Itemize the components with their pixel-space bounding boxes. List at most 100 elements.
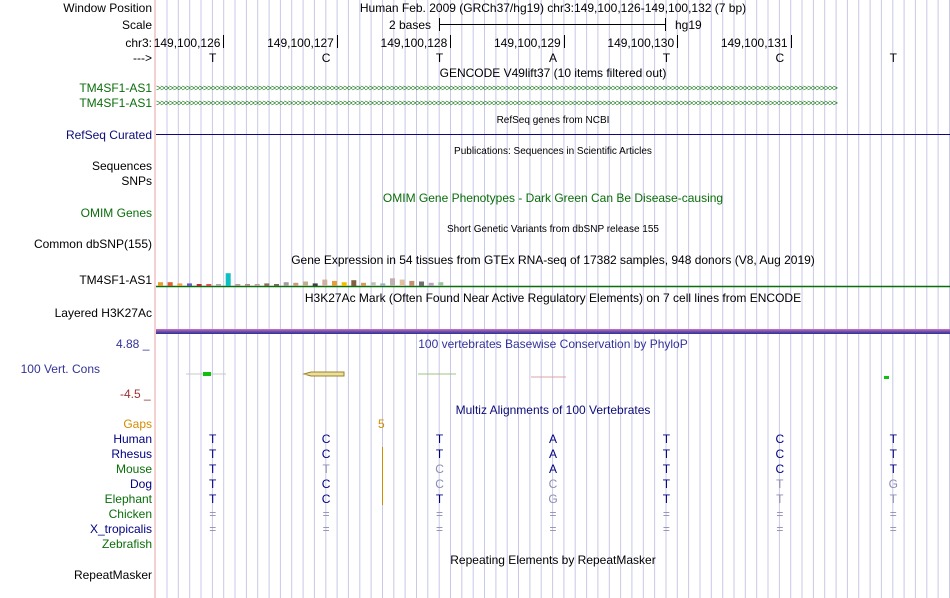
alignment-base: T bbox=[662, 447, 671, 461]
alignment-base: = bbox=[549, 522, 557, 536]
gtex-expression-bars[interactable] bbox=[156, 268, 950, 288]
species-label[interactable]: Mouse bbox=[115, 462, 152, 476]
ruler-tick-label: 149,100,126 bbox=[153, 36, 221, 50]
species-label[interactable]: Elephant bbox=[104, 492, 152, 506]
gaps-label[interactable]: Gaps bbox=[123, 417, 152, 431]
dbsnp-title[interactable]: Short Genetic Variants from dbSNP releas… bbox=[447, 224, 659, 235]
refseq-label[interactable]: RefSeq Curated bbox=[65, 128, 152, 142]
species-label[interactable]: Zebrafish bbox=[101, 537, 152, 551]
gtex-tissue-bar bbox=[390, 278, 395, 286]
alignment-base: = bbox=[889, 522, 897, 536]
publications-title[interactable]: Publications: Sequences in Scientific Ar… bbox=[454, 146, 652, 157]
gtex-tissue-bar bbox=[341, 282, 347, 286]
gtex-tissue-bar bbox=[274, 284, 279, 286]
species-label[interactable]: Chicken bbox=[108, 507, 152, 521]
h3k27ac-signal-band[interactable] bbox=[156, 329, 950, 334]
alignment-base: C bbox=[775, 462, 785, 476]
gtex-tissue-bar bbox=[351, 280, 357, 286]
gtex-tissue-bar bbox=[216, 284, 221, 286]
gencode-item-track-2[interactable]: >>>>>>>>>>>>>>>>>>>>>>>>>>>>>>>>>>>>>>>>… bbox=[156, 99, 838, 108]
alignment-base: A bbox=[548, 432, 557, 446]
gtex-tissue-bar bbox=[380, 283, 386, 286]
gtex-tissue-bar bbox=[245, 284, 250, 286]
dbsnp-label[interactable]: Common dbSNP(155) bbox=[33, 237, 152, 251]
alignment-base: C bbox=[775, 432, 785, 446]
gtex-title[interactable]: Gene Expression in 54 tissues from GTEx … bbox=[291, 253, 815, 267]
ruler-label[interactable]: chr3: bbox=[125, 36, 152, 50]
window-position-text[interactable]: Human Feb. 2009 (GRCh37/hg19) chr3:149,1… bbox=[359, 1, 747, 15]
publications-snps-label[interactable]: SNPs bbox=[121, 174, 152, 188]
alignment-base: = bbox=[889, 507, 897, 521]
strand-base: T bbox=[209, 51, 217, 65]
gtex-tissue-bar bbox=[312, 283, 318, 286]
alignment-base: C bbox=[548, 477, 558, 491]
scale-bases: 2 bases bbox=[389, 18, 432, 32]
strand-base: T bbox=[662, 51, 671, 65]
publications-sequences-label[interactable]: Sequences bbox=[91, 159, 152, 173]
gtex-tissue-bar bbox=[283, 282, 289, 286]
alignment-base: = bbox=[776, 507, 784, 521]
refseq-title[interactable]: RefSeq genes from NCBI bbox=[496, 115, 610, 126]
alignment-base: T bbox=[209, 432, 217, 446]
alignment-base: C bbox=[775, 447, 785, 461]
alignment-base: T bbox=[662, 462, 671, 476]
species-label[interactable]: Rhesus bbox=[111, 447, 152, 461]
alignment-base: = bbox=[549, 507, 557, 521]
alignment-base: = bbox=[436, 522, 444, 536]
alignment-base: T bbox=[435, 447, 444, 461]
repeatmasker-title[interactable]: Repeating Elements by RepeatMasker bbox=[450, 553, 656, 567]
conservation-label[interactable]: 100 Vert. Cons bbox=[20, 362, 100, 376]
ruler-tick-label: 149,100,129 bbox=[493, 36, 561, 50]
ruler-tick-mark bbox=[223, 35, 225, 48]
gtex-tissue-bar bbox=[235, 284, 241, 286]
species-label[interactable]: X_tropicalis bbox=[89, 522, 152, 536]
alignment-base: T bbox=[889, 462, 897, 476]
gtex-tissue-bar bbox=[264, 283, 270, 286]
alignment-base: G bbox=[888, 477, 898, 491]
refseq-gene-line[interactable] bbox=[156, 134, 950, 135]
strand-base: C bbox=[321, 51, 331, 65]
gencode-title[interactable]: GENCODE V49lift37 (10 items filtered out… bbox=[439, 66, 667, 80]
species-label[interactable]: Human bbox=[113, 432, 152, 446]
gap-marker bbox=[382, 447, 383, 505]
multiz-title[interactable]: Multiz Alignments of 100 Vertebrates bbox=[455, 403, 651, 417]
gencode-item-label-1[interactable]: TM4SF1-AS1 bbox=[79, 81, 152, 95]
conservation-min-label: -4.5 _ bbox=[120, 387, 151, 401]
gtex-tissue-bar bbox=[399, 279, 405, 286]
omim-title[interactable]: OMIM Gene Phenotypes - Dark Green Can Be… bbox=[382, 191, 724, 205]
alignment-base: = bbox=[322, 522, 330, 536]
ruler-tick-mark bbox=[450, 35, 452, 48]
alignment-base: T bbox=[889, 432, 897, 446]
ruler-tick-label: 149,100,128 bbox=[380, 36, 448, 50]
repeatmasker-label[interactable]: RepeatMasker bbox=[73, 568, 152, 582]
species-label[interactable]: Dog bbox=[129, 477, 152, 491]
ruler-tick-mark bbox=[677, 35, 679, 48]
omim-label[interactable]: OMIM Genes bbox=[80, 206, 152, 220]
alignment-base: T bbox=[889, 492, 897, 506]
phylop-signal[interactable] bbox=[156, 368, 950, 382]
gencode-item-label-2[interactable]: TM4SF1-AS1 bbox=[79, 96, 152, 110]
conservation-title[interactable]: 100 vertebrates Basewise Conservation by… bbox=[418, 337, 688, 351]
h3k27ac-label[interactable]: Layered H3K27Ac bbox=[54, 306, 152, 320]
gap-count: 5 bbox=[378, 417, 385, 431]
strand-base: C bbox=[775, 51, 785, 65]
alignment-base: T bbox=[209, 477, 217, 491]
h3k27ac-title[interactable]: H3K27Ac Mark (Often Found Near Active Re… bbox=[304, 291, 802, 305]
gtex-tissue-bar bbox=[303, 281, 308, 286]
ruler-tick-label: 149,100,127 bbox=[267, 36, 334, 50]
ruler-tick-label: 149,100,130 bbox=[607, 36, 675, 50]
gtex-tissue-bar bbox=[254, 284, 260, 286]
alignment-base: T bbox=[662, 477, 671, 491]
alignment-base: = bbox=[436, 507, 444, 521]
alignment-base: = bbox=[209, 522, 217, 536]
gtex-tissue-bar bbox=[167, 282, 173, 286]
alignment-base: C bbox=[435, 462, 444, 476]
gtex-tissue-bar bbox=[187, 283, 192, 286]
alignment-base: = bbox=[322, 507, 330, 521]
strand-base: T bbox=[889, 51, 897, 65]
gencode-item-track-1[interactable]: >>>>>>>>>>>>>>>>>>>>>>>>>>>>>>>>>>>>>>>>… bbox=[156, 84, 838, 93]
scale-bar-right-end bbox=[665, 18, 666, 31]
alignment-base: T bbox=[435, 492, 444, 506]
gtex-label[interactable]: TM4SF1-AS1 bbox=[79, 273, 152, 287]
alignment-base: A bbox=[548, 447, 557, 461]
